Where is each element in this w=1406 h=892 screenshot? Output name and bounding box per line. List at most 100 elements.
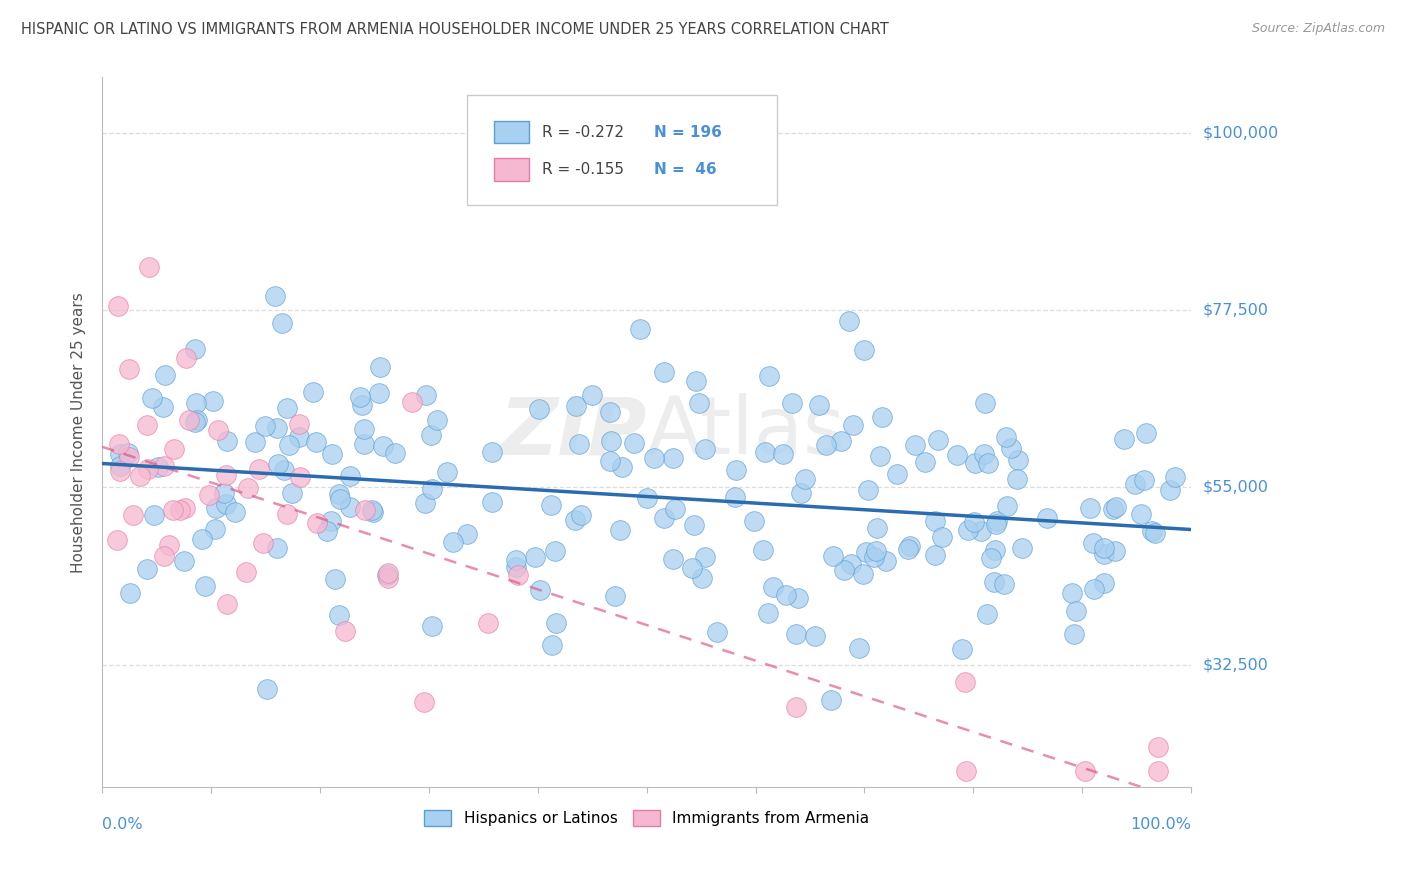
Point [599, 454, 621, 468]
Point [838, 314, 860, 328]
Point [564, 513, 586, 527]
Point [974, 396, 997, 410]
Point [118, 362, 141, 376]
Point [952, 642, 974, 657]
Text: $32,500: $32,500 [1202, 657, 1268, 673]
Point [174, 501, 197, 516]
Point [931, 530, 953, 544]
Point [353, 421, 375, 435]
Point [652, 510, 675, 524]
Point [852, 343, 875, 358]
Point [141, 391, 163, 405]
Point [568, 437, 591, 451]
Point [1102, 502, 1125, 516]
Point [481, 445, 503, 459]
Point [772, 447, 794, 461]
Point [830, 434, 852, 449]
Point [785, 627, 807, 641]
Point [662, 552, 685, 566]
Point [273, 462, 295, 476]
Text: ZIP: ZIP [499, 393, 647, 471]
Point [1081, 536, 1104, 550]
Point [1130, 507, 1153, 521]
Point [201, 394, 224, 409]
Point [339, 500, 361, 514]
Point [692, 571, 714, 585]
Point [368, 386, 391, 401]
Point [1114, 432, 1136, 446]
Point [152, 400, 174, 414]
Point [339, 469, 361, 483]
Point [135, 562, 157, 576]
Point [756, 606, 779, 620]
Point [247, 462, 270, 476]
Point [856, 483, 879, 498]
Point [420, 619, 443, 633]
Point [264, 289, 287, 303]
Point [524, 549, 547, 564]
Point [173, 553, 195, 567]
Point [307, 516, 329, 530]
Point [153, 549, 176, 564]
FancyBboxPatch shape [467, 95, 778, 205]
Point [305, 434, 328, 449]
Point [415, 388, 437, 402]
Point [914, 455, 936, 469]
Text: $77,500: $77,500 [1202, 302, 1268, 318]
Point [198, 488, 221, 502]
Point [842, 418, 865, 433]
Point [742, 514, 765, 528]
Text: R = -0.272: R = -0.272 [543, 125, 624, 139]
Point [413, 695, 436, 709]
Point [508, 568, 530, 582]
Point [924, 514, 946, 528]
Point [477, 616, 499, 631]
Point [353, 502, 375, 516]
Point [993, 577, 1015, 591]
Point [174, 351, 197, 365]
Point [107, 437, 129, 451]
Point [623, 436, 645, 450]
Point [328, 487, 350, 501]
Point [685, 374, 707, 388]
Point [243, 435, 266, 450]
Point [215, 497, 238, 511]
Point [970, 524, 993, 539]
Point [319, 514, 342, 528]
Point [236, 481, 259, 495]
Point [875, 554, 897, 568]
Text: HISPANIC OR LATINO VS IMMIGRANTS FROM ARMENIA HOUSEHOLDER INCOME UNDER 25 YEARS : HISPANIC OR LATINO VS IMMIGRANTS FROM AR… [21, 22, 889, 37]
Point [1104, 543, 1126, 558]
Point [855, 545, 877, 559]
Point [661, 450, 683, 465]
Point [643, 450, 665, 465]
Point [371, 439, 394, 453]
Point [785, 700, 807, 714]
Point [350, 398, 373, 412]
Point [505, 552, 527, 566]
Point [807, 398, 830, 412]
Point [191, 533, 214, 547]
Point [143, 508, 166, 523]
Point [329, 492, 352, 507]
Point [980, 551, 1002, 566]
Point [349, 390, 371, 404]
Text: 100.0%: 100.0% [1130, 817, 1191, 832]
Point [276, 401, 298, 415]
Point [571, 508, 593, 522]
Point [323, 572, 346, 586]
Point [599, 405, 621, 419]
Point [157, 538, 180, 552]
Point [207, 423, 229, 437]
Point [217, 597, 239, 611]
Point [118, 585, 141, 599]
Point [683, 518, 706, 533]
Point [384, 445, 406, 459]
Point [865, 544, 887, 558]
Point [581, 388, 603, 402]
Text: Source: ZipAtlas.com: Source: ZipAtlas.com [1251, 22, 1385, 36]
Text: $55,000: $55,000 [1202, 480, 1268, 495]
Point [205, 501, 228, 516]
Point [138, 260, 160, 274]
Point [266, 541, 288, 556]
